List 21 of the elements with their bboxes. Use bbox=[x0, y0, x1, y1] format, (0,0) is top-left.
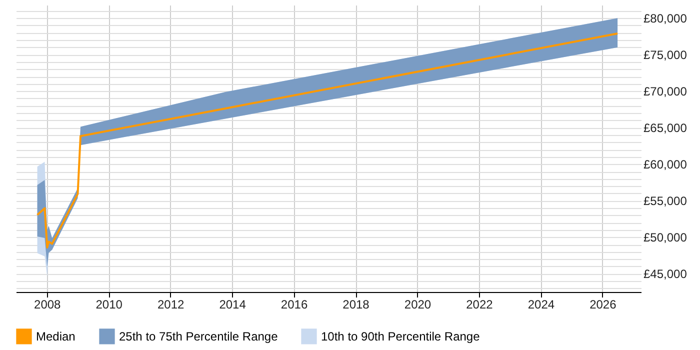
y-tick-label: £60,000 bbox=[644, 158, 688, 172]
x-tick-label: 2022 bbox=[466, 298, 494, 312]
y-tick-label: £75,000 bbox=[644, 48, 688, 62]
legend-label: Median bbox=[36, 329, 76, 344]
x-tick-label: 2010 bbox=[96, 298, 123, 312]
x-tick-label: 2008 bbox=[34, 298, 62, 312]
y-tick-label: £65,000 bbox=[644, 121, 688, 136]
x-tick-label: 2014 bbox=[219, 298, 246, 312]
y-tick-label: £45,000 bbox=[644, 267, 688, 282]
x-tick-label: 2026 bbox=[590, 298, 617, 312]
y-tick-label: £70,000 bbox=[644, 84, 688, 99]
x-tick-label: 2020 bbox=[404, 298, 432, 312]
x-tick-label: 2018 bbox=[342, 298, 370, 312]
y-tick-label: £55,000 bbox=[644, 194, 688, 208]
y-tick-label: £50,000 bbox=[644, 230, 688, 245]
x-tick-label: 2024 bbox=[528, 298, 555, 312]
legend-label: 25th to 75th Percentile Range bbox=[119, 329, 278, 344]
legend-label: 10th to 90th Percentile Range bbox=[321, 329, 480, 344]
y-tick-label: £80,000 bbox=[644, 12, 688, 26]
x-tick-label: 2016 bbox=[280, 298, 308, 312]
x-tick-label: 2012 bbox=[157, 298, 184, 312]
